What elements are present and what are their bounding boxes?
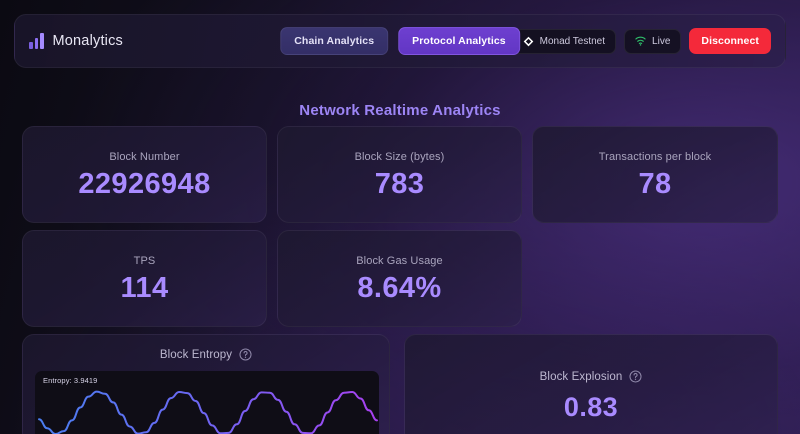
main-nav: Chain Analytics Protocol Analytics <box>280 27 520 55</box>
panel-header: Block Explosion <box>405 335 777 383</box>
stat-value: 114 <box>120 271 169 304</box>
stat-card-block-size: Block Size (bytes) 783 <box>277 126 522 223</box>
nav-protocol-analytics[interactable]: Protocol Analytics <box>398 27 520 55</box>
entropy-line-chart <box>38 390 378 434</box>
live-status-label: Live <box>652 35 671 47</box>
block-explosion-value: 0.83 <box>563 392 619 422</box>
stat-value: 8.64% <box>357 271 442 304</box>
panel-block-explosion: Block Explosion 0.83 <box>404 334 778 434</box>
stat-card-block-gas-usage: Block Gas Usage 8.64% <box>277 230 522 327</box>
panel-title: Block Entropy <box>159 348 233 361</box>
panel-header: Block Entropy <box>23 335 389 361</box>
stat-card-block-number: Block Number 22926948 <box>22 126 267 223</box>
network-chip[interactable]: Monad Testnet <box>511 28 617 54</box>
nav-chain-analytics[interactable]: Chain Analytics <box>280 27 389 55</box>
wifi-icon <box>635 36 646 46</box>
entropy-chart: Entropy: 3.9419 <box>35 371 379 434</box>
brand[interactable]: Monalytics <box>29 33 123 49</box>
panel-title: Block Explosion <box>539 370 623 383</box>
live-status-chip[interactable]: Live <box>624 28 682 54</box>
question-mark-circle-icon[interactable] <box>629 370 642 383</box>
stat-label: Transactions per block <box>598 150 712 163</box>
panel-block-entropy: Block Entropy Entropy: 3.9419 <box>22 334 390 434</box>
question-mark-circle-icon[interactable] <box>239 348 252 361</box>
stat-label: Block Number <box>109 150 180 163</box>
page-title: Network Realtime Analytics <box>299 102 501 119</box>
app-header: Monalytics Chain Analytics Protocol Anal… <box>14 14 786 68</box>
brand-name: Monalytics <box>52 33 123 49</box>
stat-value: 78 <box>638 167 672 200</box>
stat-value: 22926948 <box>78 167 211 200</box>
header-actions: Monad Testnet Live Disconnect <box>511 28 771 54</box>
stat-label: Block Gas Usage <box>356 254 443 267</box>
entropy-readout: Entropy: 3.9419 <box>43 376 98 385</box>
monad-hexagon-icon <box>523 36 533 46</box>
stat-card-tps: TPS 114 <box>22 230 267 327</box>
stat-card-transactions-per-block: Transactions per block 78 <box>532 126 778 223</box>
stat-value: 783 <box>374 167 425 200</box>
network-label: Monad Testnet <box>539 35 606 47</box>
stat-label: TPS <box>133 254 156 267</box>
disconnect-button[interactable]: Disconnect <box>689 28 771 54</box>
bar-chart-icon <box>29 33 44 49</box>
stat-label: Block Size (bytes) <box>354 150 445 163</box>
